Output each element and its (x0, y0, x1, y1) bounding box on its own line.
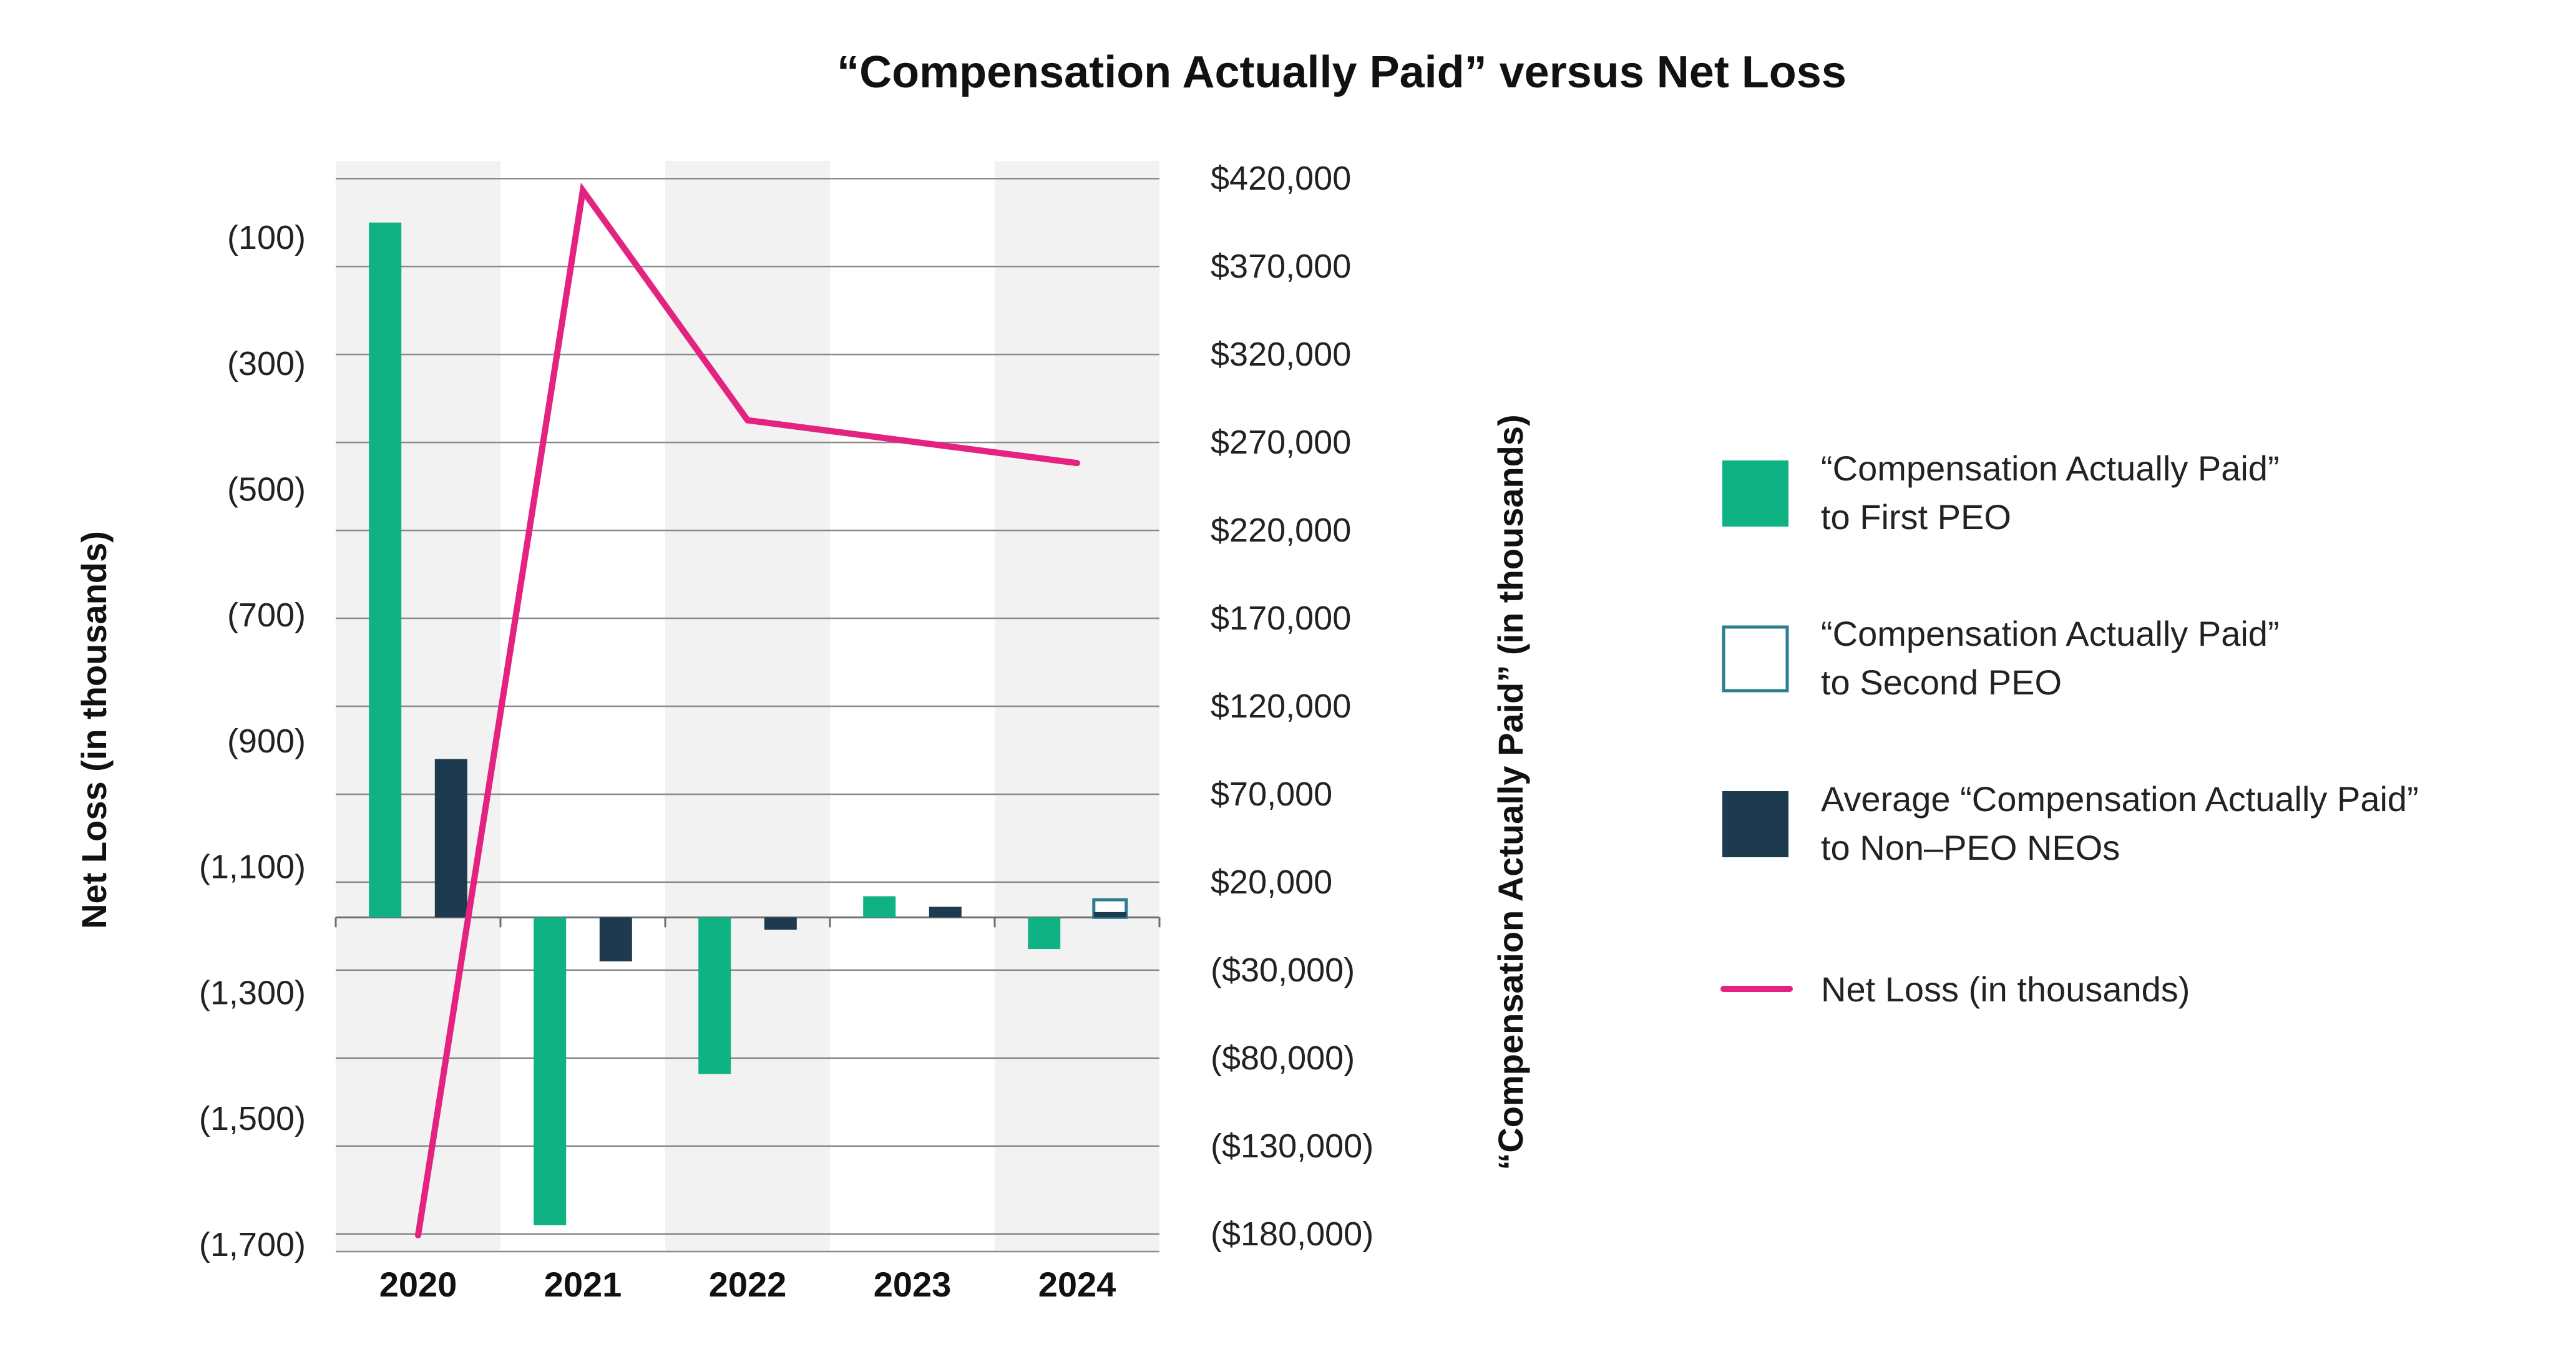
category-labels: 2020 2021 2022 2023 2024 (379, 1265, 1116, 1304)
bar (863, 896, 896, 918)
right-axis-ticks: $420,000 $370,000 $320,000 $270,000 $220,000… (1211, 160, 1373, 1253)
legend-label: to First PEO (1821, 497, 2011, 537)
right-tick-label: $370,000 (1211, 248, 1351, 285)
chart-title: “Compensation Actually Paid” versus Net … (837, 47, 1847, 97)
bars (369, 222, 1128, 1225)
left-tick-label: (300) (227, 345, 306, 382)
category-label: 2024 (1038, 1265, 1116, 1304)
legend-label: Average “Compensation Actually Paid” (1821, 779, 2419, 819)
legend-label: “Compensation Actually Paid” (1821, 614, 2280, 653)
left-tick-label: (1,700) (199, 1226, 306, 1263)
bar (1093, 912, 1126, 918)
category-label: 2020 (379, 1265, 457, 1304)
category-label: 2022 (709, 1265, 787, 1304)
left-tick-label: (900) (227, 722, 306, 760)
gridlines (334, 177, 1161, 1253)
right-tick-label: $20,000 (1211, 863, 1332, 901)
right-tick-label: $120,000 (1211, 688, 1351, 725)
legend-swatch (1722, 791, 1788, 857)
bar (1028, 917, 1061, 950)
left-tick-label: (100) (227, 219, 306, 256)
legend: “Compensation Actually Paid” to First PEO… (1720, 449, 2419, 1009)
right-tick-label: ($80,000) (1211, 1039, 1355, 1077)
right-tick-label: ($180,000) (1211, 1215, 1373, 1253)
right-tick-label: $420,000 (1211, 160, 1351, 197)
legend-label: to Second PEO (1821, 663, 2062, 702)
bar (698, 917, 731, 1074)
legend-label: “Compensation Actually Paid” (1821, 449, 2280, 488)
left-axis-ticks: (100) (300) (500) (700) (900) (1,100) (1,300) (… (199, 219, 306, 1263)
net-loss-line (415, 182, 1080, 1238)
right-tick-label: ($130,000) (1211, 1127, 1373, 1165)
bar (764, 917, 797, 930)
bar (929, 907, 962, 918)
bar (534, 917, 567, 1225)
bar (434, 759, 467, 918)
net-loss-series-line (415, 182, 1080, 1238)
right-tick-label: $220,000 (1211, 512, 1351, 549)
right-tick-label: $70,000 (1211, 776, 1332, 813)
left-axis-label: Net Loss (in thousands) (74, 531, 114, 929)
legend-swatch (1722, 625, 1789, 693)
right-tick-label: $270,000 (1211, 424, 1351, 461)
category-label: 2023 (874, 1265, 952, 1304)
right-tick-label: $170,000 (1211, 600, 1351, 637)
left-tick-label: (1,300) (199, 974, 306, 1011)
category-label: 2021 (544, 1265, 622, 1304)
right-tick-label: ($30,000) (1211, 951, 1355, 989)
left-tick-label: (1,100) (199, 849, 306, 886)
left-tick-label: (500) (227, 471, 306, 508)
right-tick-label: $320,000 (1211, 336, 1351, 373)
bar (369, 222, 402, 918)
left-tick-label: (1,500) (199, 1100, 306, 1137)
legend-swatch (1722, 460, 1788, 527)
bar (599, 917, 632, 961)
legend-label: Net Loss (in thousands) (1821, 970, 2190, 1009)
left-tick-label: (700) (227, 596, 306, 634)
legend-label: to Non–PEO NEOs (1821, 828, 2120, 867)
right-axis-label: “Compensation Actually Paid” (in thousan… (1491, 414, 1530, 1170)
